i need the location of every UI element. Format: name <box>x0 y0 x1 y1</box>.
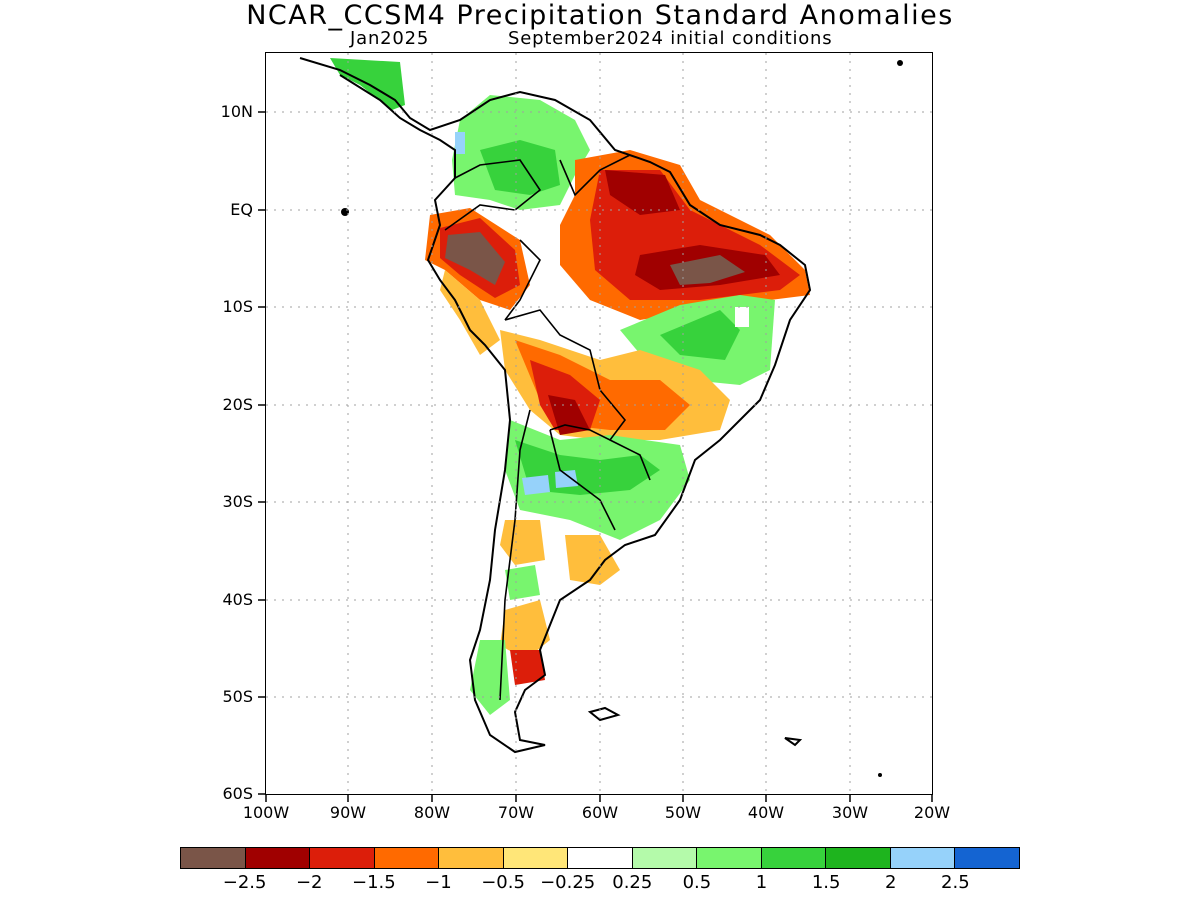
colorbar-label: −0.5 <box>481 872 525 893</box>
colorbar-swatch <box>890 848 956 868</box>
lat-label-20s: 20S <box>222 395 253 414</box>
anomaly-area <box>555 470 578 488</box>
lat-label-60s: 60S <box>222 784 253 803</box>
lon-label-30w: 30W <box>831 803 869 822</box>
border <box>549 389 627 442</box>
anomaly-area <box>605 170 680 215</box>
axis-ticks <box>258 111 933 802</box>
lat-label-40s: 40S <box>222 590 253 609</box>
border <box>454 159 542 211</box>
colorbar-label: 2 <box>885 872 897 893</box>
border <box>499 409 531 701</box>
map-grid <box>266 53 932 794</box>
coastline <box>897 60 903 66</box>
colorbar-label: −1.5 <box>351 872 396 893</box>
colorbar-swatch <box>503 848 569 868</box>
anomaly-area <box>500 600 550 660</box>
colorbar <box>180 847 1020 869</box>
lat-label-10s: 10S <box>222 297 253 316</box>
lat-label-30s: 30S <box>222 492 253 511</box>
colorbar-label: 2.5 <box>941 872 970 893</box>
anomaly-area <box>455 132 465 154</box>
border <box>549 429 616 531</box>
lat-label-eq: EQ <box>230 200 253 219</box>
colorbar-swatch <box>568 848 633 868</box>
colorbar-swatch <box>632 848 698 868</box>
anomaly-area <box>735 307 749 327</box>
lon-label-60w: 60W <box>581 803 619 822</box>
colorbar-label: −2.5 <box>222 872 267 893</box>
colorbar-swatch <box>245 848 311 868</box>
colorbar-label: 1 <box>755 872 768 893</box>
colorbar-swatch <box>697 848 762 868</box>
anomaly-area <box>445 232 505 285</box>
map-title: NCAR_CCSM4 Precipitation Standard Anomal… <box>246 0 954 31</box>
lat-label-50s: 50S <box>222 687 253 706</box>
colorbar-label: −2 <box>295 872 323 893</box>
lon-label-20w: 20W <box>913 803 951 822</box>
colorbar-label: 1.5 <box>811 872 841 893</box>
map-frame <box>265 52 933 795</box>
anomaly-area <box>530 360 600 430</box>
lat-label-10n: 10N <box>220 102 253 121</box>
colorbar-swatch <box>439 848 504 868</box>
anomaly-area <box>510 650 545 685</box>
colorbar-swatch <box>955 848 1019 868</box>
initial-conditions-label: September2024 initial conditions <box>508 28 833 49</box>
colorbar-label: 0.5 <box>682 872 712 893</box>
anomaly-area <box>522 475 550 495</box>
forecast-month: Jan2025 <box>350 28 430 49</box>
coastline <box>784 737 803 747</box>
lon-label-100w: 100W <box>242 803 290 822</box>
colorbar-swatch <box>181 848 246 868</box>
border <box>504 239 541 321</box>
lon-label-40w: 40W <box>747 803 785 822</box>
anomaly-area <box>440 270 500 355</box>
anomaly-area <box>515 440 660 495</box>
anomaly-area <box>505 565 540 600</box>
lon-label-50w: 50W <box>664 803 702 822</box>
coastline <box>878 773 882 777</box>
anomaly-area <box>480 140 560 195</box>
lon-label-70w: 70W <box>497 803 535 822</box>
colorbar-label: −0.25 <box>540 872 596 893</box>
colorbar-swatch <box>826 848 891 868</box>
colorbar-swatch <box>310 848 375 868</box>
colorbar-label: 0.25 <box>612 872 653 893</box>
lon-label-90w: 90W <box>329 803 367 822</box>
anomaly-area <box>565 535 620 585</box>
colorbar-swatch <box>761 848 827 868</box>
lon-label-80w: 80W <box>413 803 451 822</box>
border <box>504 309 601 391</box>
border <box>444 204 516 231</box>
border <box>609 439 651 481</box>
coastline <box>299 57 812 754</box>
border <box>559 154 631 197</box>
colorbar-label: −1 <box>425 872 452 893</box>
anomaly-area <box>660 310 740 360</box>
colorbar-swatch <box>374 848 440 868</box>
anomaly-area <box>548 395 590 435</box>
anomaly-area <box>670 255 745 285</box>
